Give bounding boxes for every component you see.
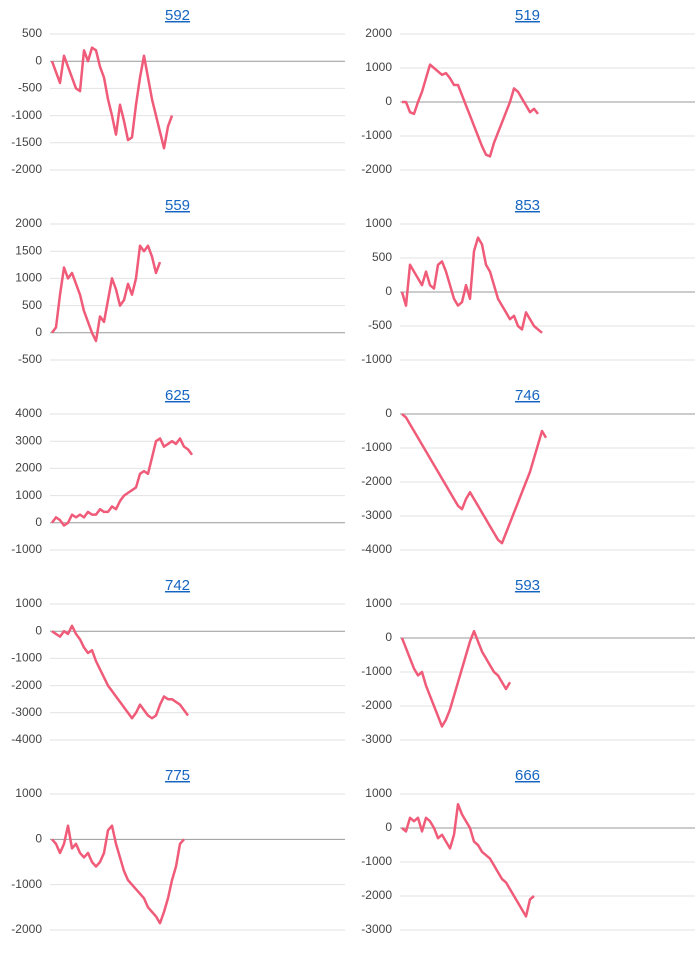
chart-title[interactable]: 666 (515, 767, 540, 784)
data-line (400, 629, 512, 728)
y-tick-label: -2000 (361, 162, 392, 176)
y-tick-label: -1000 (11, 108, 42, 122)
y-tick-label: 1000 (365, 786, 392, 800)
data-line (50, 46, 174, 150)
chart-title[interactable]: 853 (515, 197, 540, 214)
y-tick-label: 0 (35, 623, 42, 637)
y-tick-label: 0 (385, 630, 392, 644)
y-tick-label: 0 (35, 53, 42, 67)
y-tick-label: -1500 (11, 135, 42, 149)
y-tick-label: 4000 (15, 406, 42, 420)
y-tick-label: -1000 (361, 352, 392, 366)
data-line (401, 413, 548, 545)
y-tick-label: 1000 (15, 786, 42, 800)
y-tick-label: 2000 (15, 461, 42, 475)
y-tick-label: 500 (372, 250, 392, 264)
y-tick-label: 1000 (15, 488, 42, 502)
y-tick-label: 0 (35, 832, 42, 846)
y-tick-label: -2000 (11, 162, 42, 176)
y-tick-label: 0 (35, 515, 42, 529)
y-tick-label: -500 (368, 318, 392, 332)
chart-title[interactable]: 746 (515, 387, 540, 404)
data-line (402, 63, 539, 158)
chart-title[interactable]: 559 (165, 197, 190, 214)
y-tick-label: -1000 (361, 854, 392, 868)
data-line (400, 236, 543, 334)
y-tick-label: -1000 (361, 664, 392, 678)
y-tick-label: 0 (385, 406, 392, 420)
y-tick-label: -3000 (11, 705, 42, 719)
chart-title[interactable]: 519 (515, 7, 540, 24)
y-tick-label: 2000 (365, 26, 392, 40)
data-line (50, 437, 194, 527)
y-tick-label: 2000 (15, 216, 42, 230)
y-tick-label: 1000 (365, 216, 392, 230)
y-tick-label: 1500 (15, 243, 42, 257)
data-line (401, 802, 535, 918)
y-tick-label: -2000 (361, 698, 392, 712)
y-tick-label: 0 (35, 325, 42, 339)
y-tick-label: -500 (18, 81, 42, 95)
y-tick-label: 500 (22, 298, 42, 312)
y-tick-label: -2000 (361, 474, 392, 488)
y-tick-label: -1000 (361, 440, 392, 454)
data-line (51, 624, 190, 720)
y-tick-label: -1000 (361, 128, 392, 142)
chart-title[interactable]: 592 (165, 7, 190, 24)
y-tick-label: -1000 (11, 542, 42, 556)
y-tick-label: -1000 (11, 651, 42, 665)
y-tick-label: 0 (385, 284, 392, 298)
y-tick-label: 1000 (15, 271, 42, 285)
y-tick-label: 1000 (15, 596, 42, 610)
y-tick-label: -4000 (361, 542, 392, 556)
chart-title[interactable]: 625 (165, 387, 190, 404)
y-tick-label: -2000 (11, 678, 42, 692)
y-tick-label: -2000 (11, 922, 42, 936)
y-tick-label: 500 (22, 26, 42, 40)
chart-title[interactable]: 742 (165, 577, 190, 594)
data-line (50, 244, 162, 343)
y-tick-label: -3000 (361, 732, 392, 746)
y-tick-label: -500 (18, 352, 42, 366)
y-tick-label: -1000 (11, 877, 42, 891)
data-line (51, 824, 185, 925)
y-tick-label: -4000 (11, 732, 42, 746)
y-tick-label: -2000 (361, 888, 392, 902)
y-tick-label: 1000 (365, 596, 392, 610)
y-tick-label: 3000 (15, 433, 42, 447)
y-tick-label: -3000 (361, 922, 392, 936)
y-tick-label: 0 (385, 820, 392, 834)
y-tick-label: 1000 (365, 60, 392, 74)
y-tick-label: -3000 (361, 508, 392, 522)
y-tick-label: 0 (385, 94, 392, 108)
chart-title[interactable]: 593 (515, 577, 540, 594)
chart-title[interactable]: 775 (165, 767, 190, 784)
